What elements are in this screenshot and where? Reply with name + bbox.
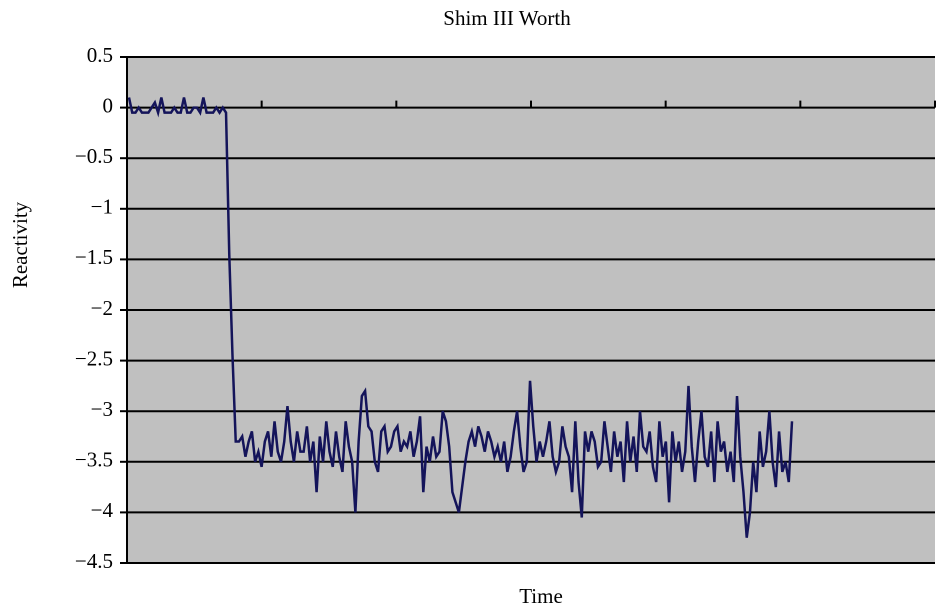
y-tick-label: −2.5 bbox=[75, 346, 113, 370]
y-tick-label: −1.5 bbox=[75, 245, 113, 269]
y-tick-label: −3 bbox=[91, 397, 113, 421]
y-tick-label: 0.5 bbox=[87, 43, 113, 67]
y-tick-label: −2 bbox=[91, 296, 113, 320]
y-tick-label: −4 bbox=[91, 498, 114, 522]
y-tick-label: −0.5 bbox=[75, 144, 113, 168]
y-axis-label: Reactivity bbox=[8, 201, 32, 288]
data-line bbox=[127, 97, 794, 538]
y-tick-label: 0 bbox=[103, 93, 114, 117]
y-tick-label: −4.5 bbox=[75, 549, 113, 573]
y-tick-label: −1 bbox=[91, 195, 113, 219]
y-tick-label: −3.5 bbox=[75, 448, 113, 472]
x-axis-label: Time bbox=[519, 584, 563, 608]
chart-title: Shim III Worth bbox=[443, 6, 571, 30]
